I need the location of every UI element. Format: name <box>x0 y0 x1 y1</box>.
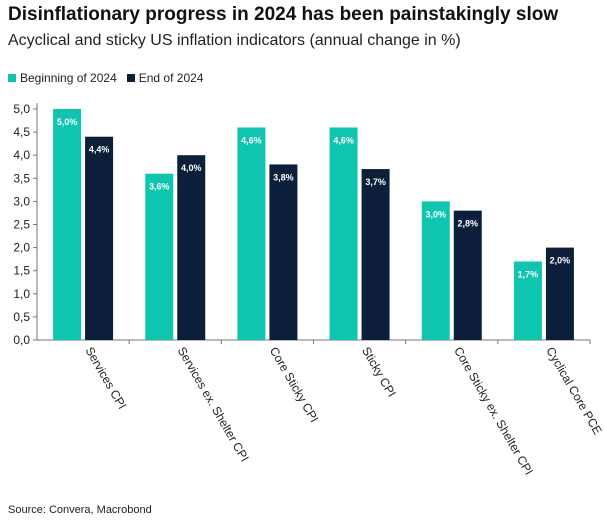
x-tick-label: Services CPI <box>82 345 129 412</box>
data-label: 4,6% <box>333 135 354 145</box>
bar <box>85 136 114 340</box>
bar <box>421 201 450 340</box>
bar <box>177 155 206 340</box>
y-tick-label: 3,5 <box>13 171 30 185</box>
x-tick-label: Cyclical Core PCE <box>543 345 604 437</box>
legend-swatch-begin <box>8 74 16 82</box>
data-label: 3,8% <box>273 172 294 182</box>
data-label: 1,7% <box>518 269 539 279</box>
bar <box>53 109 82 340</box>
y-tick-label: 1,0 <box>13 287 30 301</box>
data-label: 3,7% <box>365 177 386 187</box>
data-label: 5,0% <box>57 117 78 127</box>
x-tick-label: Services ex. Shelter CPI <box>175 345 252 465</box>
data-label: 2,0% <box>550 256 571 266</box>
data-label: 4,6% <box>241 135 262 145</box>
bar-chart: 0,0 0,5 1,0 1,5 2,0 2,5 3,0 3,5 4,0 4,5 5,0 5,0% 4,4… <box>13 102 604 478</box>
y-tick-label: 3,0 <box>13 194 30 208</box>
bar <box>329 127 358 340</box>
x-tick-label: Core Sticky CPI <box>267 345 321 425</box>
x-tick-label: Sticky CPI <box>359 345 399 400</box>
data-label: 3,6% <box>149 182 170 192</box>
bar <box>361 169 390 340</box>
chart-title: Disinflationary progress in 2024 has bee… <box>8 4 559 25</box>
bar <box>545 247 574 340</box>
y-tick-label: 4,0 <box>13 148 30 162</box>
bar <box>145 173 174 340</box>
legend-item-end: End of 2024 <box>126 71 204 85</box>
y-tick-label: 5,0 <box>13 102 30 116</box>
legend-label-begin: Beginning of 2024 <box>20 71 117 85</box>
y-tick-label: 2,0 <box>13 241 30 255</box>
y-tick-label: 0,0 <box>13 333 30 347</box>
y-tick-label: 0,5 <box>13 310 30 324</box>
bar <box>453 210 482 340</box>
data-label: 3,0% <box>425 209 446 219</box>
source-note: Source: Convera, Macrobond <box>8 504 152 516</box>
bar <box>513 261 542 340</box>
chart-subtitle: Acyclical and sticky US inflation indica… <box>8 32 461 49</box>
legend-label-end: End of 2024 <box>138 71 204 85</box>
y-tick-label: 4,5 <box>13 125 30 139</box>
x-tick-label: Core Sticky ex. Shelter CPI <box>451 345 536 478</box>
data-label: 2,8% <box>457 219 478 229</box>
legend-item-begin: Beginning of 2024 <box>8 71 117 85</box>
data-label: 4,0% <box>181 163 202 173</box>
legend-swatch-end <box>126 74 135 82</box>
legend: Beginning of 2024 End of 2024 <box>8 71 213 85</box>
bar <box>237 127 266 340</box>
data-label: 4,4% <box>89 145 110 155</box>
y-tick-label: 1,5 <box>13 264 30 278</box>
bar <box>269 164 298 340</box>
y-tick-label: 2,5 <box>13 218 30 232</box>
